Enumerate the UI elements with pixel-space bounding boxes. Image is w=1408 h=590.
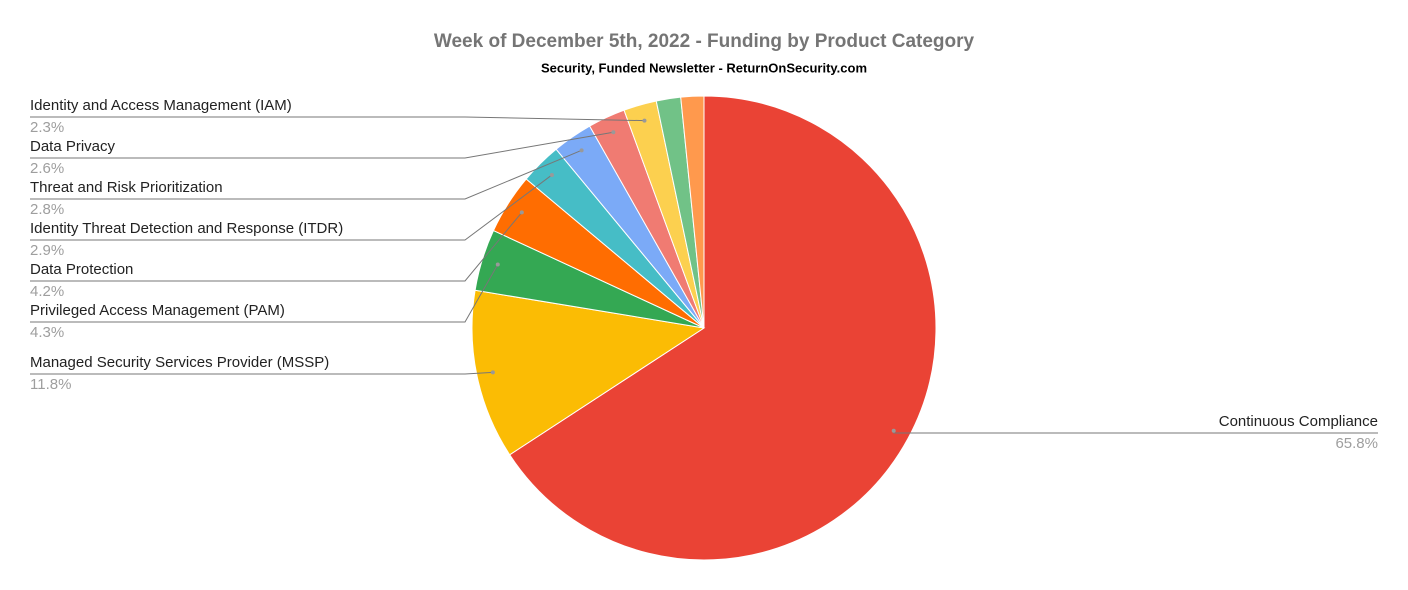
slice-label: Data Privacy	[30, 138, 116, 155]
leader-line	[30, 212, 523, 282]
leader-dot	[490, 370, 495, 375]
slice-label: Continuous Compliance	[1219, 413, 1378, 430]
slice-value-label: 2.6%	[30, 160, 64, 177]
chart-subtitle: Security, Funded Newsletter - ReturnOnSe…	[541, 60, 867, 75]
chart-title: Week of December 5th, 2022 - Funding by …	[434, 31, 975, 52]
slice-label: Data Protection	[30, 261, 133, 278]
leader-dot	[579, 148, 584, 153]
slice-value-label: 4.3%	[30, 324, 64, 341]
slice-value-label: 65.8%	[1335, 435, 1378, 452]
leader-dot	[549, 172, 554, 177]
leader-line	[30, 116, 645, 122]
leader-dot	[519, 210, 524, 215]
slice-value-label: 2.3%	[30, 119, 64, 136]
leader-dot	[611, 130, 616, 135]
slice-value-label: 4.2%	[30, 283, 64, 300]
slice-label: Privileged Access Management (PAM)	[30, 302, 285, 319]
leader-line	[30, 131, 614, 159]
leader-dot	[495, 262, 500, 267]
pie-slice	[471, 289, 706, 456]
pie-slice	[509, 95, 937, 561]
leader-line	[30, 174, 553, 241]
leader-dot	[642, 118, 647, 123]
slice-label: Identity and Access Management (IAM)	[30, 97, 292, 114]
leader-line	[30, 264, 499, 323]
slice-label: Identity Threat Detection and Response (…	[30, 220, 343, 237]
leader-line	[30, 371, 493, 375]
slice-value-label: 2.9%	[30, 242, 64, 259]
slice-value-label: 11.8%	[30, 376, 71, 393]
slice-value-label: 2.8%	[30, 201, 64, 218]
pie-slice	[680, 95, 705, 329]
slice-label: Managed Security Services Provider (MSSP…	[30, 354, 329, 371]
slice-label: Threat and Risk Prioritization	[30, 179, 223, 196]
leader-line	[30, 149, 582, 200]
leader-dot	[891, 428, 896, 433]
